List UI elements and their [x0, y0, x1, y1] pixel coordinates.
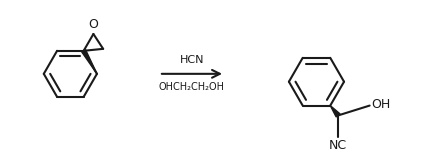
Text: OH: OH: [372, 98, 391, 111]
Text: HCN: HCN: [180, 55, 204, 65]
Text: O: O: [88, 18, 98, 31]
Text: OHCH₂CH₂OH: OHCH₂CH₂OH: [159, 82, 225, 92]
Text: NC: NC: [329, 139, 347, 152]
Polygon shape: [330, 106, 340, 117]
Polygon shape: [82, 50, 97, 74]
